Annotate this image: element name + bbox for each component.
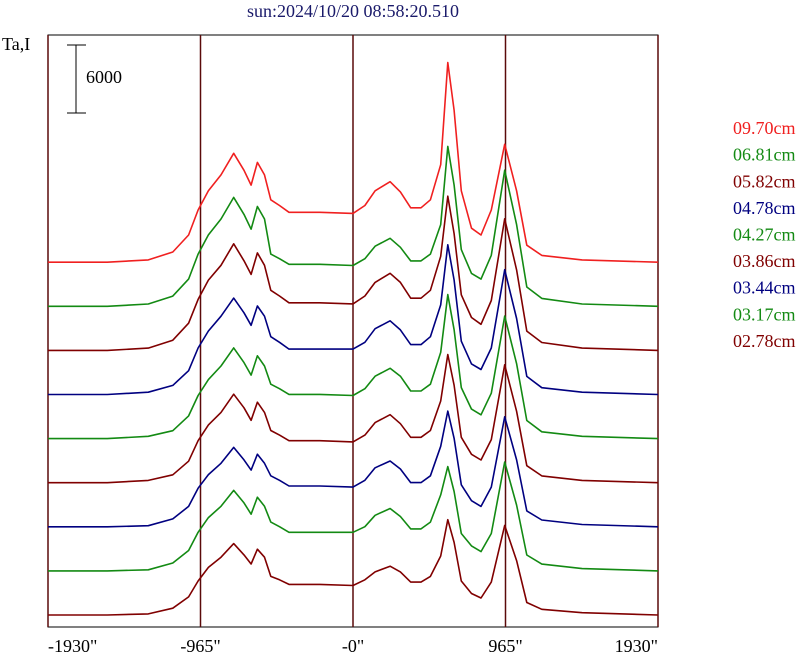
series-line xyxy=(48,293,659,440)
x-tick-label: -965" xyxy=(180,636,220,656)
x-tick-label: -1930" xyxy=(48,636,97,656)
chart-title: sun:2024/10/20 08:58:20.510 xyxy=(247,1,459,21)
legend-label: 05.82cm xyxy=(733,171,796,191)
series-line xyxy=(48,410,659,528)
x-tick-label: 1930" xyxy=(615,636,658,656)
series-line xyxy=(48,353,659,484)
series-line xyxy=(48,244,659,396)
legend-label: 09.70cm xyxy=(733,118,796,138)
legend-label: 03.86cm xyxy=(733,251,796,271)
series-line xyxy=(48,195,659,352)
legend-label: 04.78cm xyxy=(733,198,796,218)
y-axis-label: Ta,I xyxy=(2,34,30,54)
series-line xyxy=(48,461,659,572)
series-line xyxy=(48,61,659,263)
legend-label: 03.17cm xyxy=(733,304,796,324)
legend-label: 02.78cm xyxy=(733,331,796,351)
series-line xyxy=(48,145,659,308)
legend-label: 04.27cm xyxy=(733,225,796,245)
x-tick-label: -0" xyxy=(342,636,364,656)
legend-label: 06.81cm xyxy=(733,145,796,165)
series-line xyxy=(48,518,659,616)
scale-bar-label: 6000 xyxy=(86,67,122,87)
x-tick-label: 965" xyxy=(488,636,522,656)
legend-label: 03.44cm xyxy=(733,278,796,298)
